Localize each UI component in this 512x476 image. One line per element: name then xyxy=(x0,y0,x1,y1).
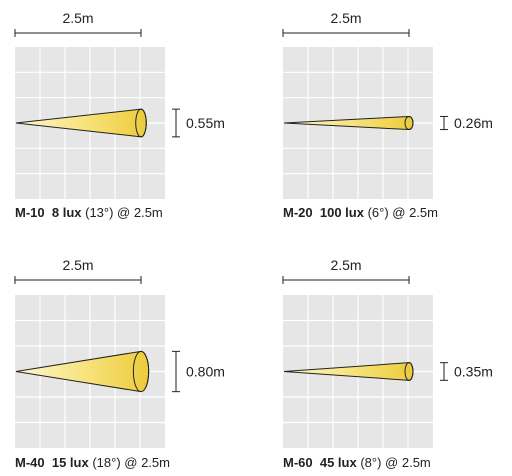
caption-m40: M-40 15 lux (18°) @ 2.5m xyxy=(15,455,170,471)
diameter-label: 0.55m xyxy=(186,115,225,131)
lux-value: 15 lux xyxy=(51,455,89,470)
model-label: M-20 xyxy=(283,205,313,220)
angle-text: (13°) @ 2.5m xyxy=(85,205,163,220)
angle-text: (6°) @ 2.5m xyxy=(367,205,438,220)
distance-label: 2.5m xyxy=(62,257,93,273)
beam-end-ellipse xyxy=(404,115,414,131)
model-label: M-60 xyxy=(283,455,313,470)
distance-label: 2.5m xyxy=(330,257,361,273)
beam-end-ellipse xyxy=(132,350,150,393)
angle-text: (8°) @ 2.5m xyxy=(360,455,431,470)
diameter-label: 0.80m xyxy=(186,364,225,380)
lux-value: 45 lux xyxy=(319,455,357,470)
beam-end-ellipse xyxy=(404,362,414,381)
beam-panel-m20: 2.5m 0.26m xyxy=(282,10,493,199)
distance-label: 2.5m xyxy=(62,10,93,26)
model-label: M-40 xyxy=(15,455,45,470)
angle-text: (18°) @ 2.5m xyxy=(92,455,170,470)
model-label: M-10 xyxy=(15,205,45,220)
beam-panel-m40: 2.5m 0.80m xyxy=(14,257,225,448)
lux-value: 8 lux xyxy=(51,205,82,220)
lux-value: 100 lux xyxy=(319,205,364,220)
diameter-label: 0.26m xyxy=(454,115,493,131)
beam-panel-m10: 2.5m 0.55m xyxy=(14,10,225,199)
distance-label: 2.5m xyxy=(330,10,361,26)
caption-m20: M-20 100 lux (6°) @ 2.5m xyxy=(283,205,438,221)
diameter-label: 0.35m xyxy=(454,364,493,380)
beam-panel-m60: 2.5m 0.35m xyxy=(282,257,493,448)
caption-m60: M-60 45 lux (8°) @ 2.5m xyxy=(283,455,431,471)
beam-end-ellipse xyxy=(135,108,147,138)
caption-m10: M-10 8 lux (13°) @ 2.5m xyxy=(15,205,163,221)
